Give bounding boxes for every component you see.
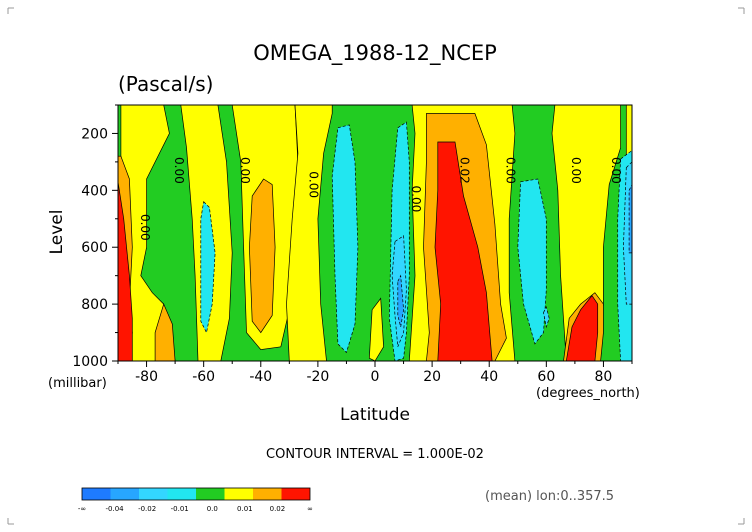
colorbar-label: -0.04 — [106, 505, 125, 513]
colorbar-frame — [81, 487, 311, 501]
colorbar-swatch — [139, 488, 168, 500]
contour-region — [118, 181, 133, 361]
contour-region — [249, 178, 276, 334]
colorbar-label: ∞ — [307, 505, 313, 513]
units-label: (Pascal/s) — [118, 72, 213, 96]
colorbar-label: -∞ — [78, 505, 86, 513]
colorbar-swatch — [253, 488, 282, 500]
contour-region — [628, 184, 632, 254]
colorbar-swatch — [224, 488, 253, 500]
x-tick-label: -20 — [306, 369, 329, 385]
contour-label: 0.00 — [238, 157, 252, 184]
x-tick-label: 60 — [537, 369, 555, 385]
corner-mark-bottom-right — [738, 518, 745, 525]
contour-label: 0.00 — [409, 186, 423, 213]
contour-field — [118, 105, 632, 361]
contour-label: 0.00 — [172, 157, 186, 184]
contour-region — [434, 141, 493, 361]
colorbar-swatch — [82, 488, 111, 500]
contour-interval-text: CONTOUR INTERVAL = 1.000E-02 — [266, 447, 484, 462]
x-axis-ticks: -80 -60 -40 -20 0 20 40 60 80 — [117, 361, 633, 385]
contour-region — [517, 178, 547, 345]
contour-region — [397, 274, 404, 327]
x-axis-units: (degrees_north) — [536, 386, 640, 401]
colorbar-label: -0.01 — [171, 505, 189, 513]
x-tick-label: -60 — [192, 369, 215, 385]
corner-mark-bottom-left — [7, 518, 14, 525]
y-axis-ticks: 200 400 600 800 1000 — [72, 104, 118, 370]
x-tick-label: -80 — [135, 369, 158, 385]
contour-labels: 0.00 0.00 0.00 0.00 0.00 0.02 0.00 0.00 0.00 — [138, 157, 623, 241]
contour-region — [368, 297, 384, 361]
contour-region — [154, 303, 176, 361]
contour-label: 0.00 — [609, 157, 623, 184]
colorbar-swatch — [281, 488, 310, 500]
contour-region — [565, 295, 599, 361]
y-tick-label: 400 — [81, 183, 108, 199]
x-tick-label: 20 — [423, 369, 441, 385]
contour-label: 0.00 — [138, 214, 152, 241]
colorbar-swatch — [167, 488, 196, 500]
corner-mark-top-right — [738, 7, 745, 14]
x-axis-label: Latitude — [340, 405, 410, 425]
colorbar-label: 0.01 — [237, 505, 253, 513]
contour-label: 0.00 — [503, 157, 517, 184]
x-tick-label: 0 — [371, 369, 380, 385]
x-tick-label: -40 — [249, 369, 272, 385]
y-tick-label: 800 — [81, 297, 108, 313]
colorbar-label: 0.02 — [270, 505, 286, 513]
y-tick-label: 600 — [81, 240, 108, 256]
y-axis-label: Level — [47, 210, 67, 255]
y-tick-label: 1000 — [72, 354, 108, 370]
y-tick-label: 200 — [81, 126, 108, 142]
chart-title: OMEGA_1988-12_NCEP — [253, 41, 497, 66]
contour-label: 0.00 — [306, 171, 320, 198]
contour-region — [331, 124, 359, 354]
contour-label: 0.00 — [569, 157, 583, 184]
colorbar-label: 0.0 — [207, 505, 218, 513]
x-tick-label: 80 — [595, 369, 613, 385]
colorbar-label: -0.02 — [138, 505, 156, 513]
contour-region — [543, 306, 550, 329]
corner-mark-top-left — [7, 7, 14, 14]
x-tick-label: 40 — [480, 369, 498, 385]
footer-note: (mean) lon:0..357.5 — [485, 489, 614, 504]
colorbar: -∞ -0.04 -0.02 -0.01 0.0 0.01 0.02 ∞ — [78, 487, 313, 513]
y-axis-units: (millibar) — [48, 376, 107, 391]
contour-label: 0.02 — [458, 157, 472, 184]
contour-region — [286, 105, 333, 361]
colorbar-swatch — [110, 488, 139, 500]
colorbar-swatch — [196, 488, 225, 500]
contour-region — [200, 200, 216, 334]
